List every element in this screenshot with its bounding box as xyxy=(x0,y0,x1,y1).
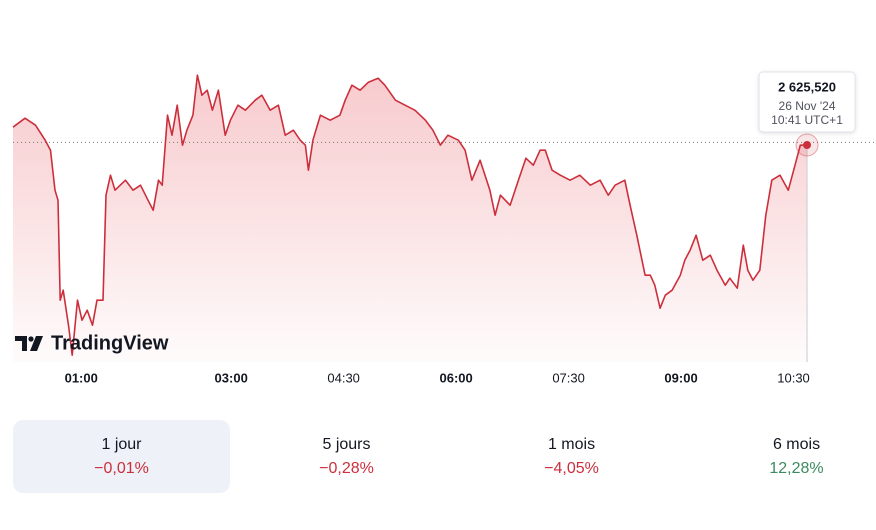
area xyxy=(13,75,808,362)
x-tick-label: 10:30 xyxy=(777,370,810,385)
x-tick-label: 03:00 xyxy=(215,370,248,385)
period-tab[interactable]: 5 jours −0,28% xyxy=(238,420,455,493)
last-point xyxy=(803,141,812,149)
price-line xyxy=(12,74,808,356)
period-change: 12,28% xyxy=(769,460,824,477)
x-tick-label: 06:00 xyxy=(439,370,472,385)
logo-text: TradingView xyxy=(51,332,169,354)
period-change: −0,28% xyxy=(319,460,374,477)
tooltip-value: 2 625,520 xyxy=(778,79,836,94)
x-tick-label: 07:30 xyxy=(552,370,585,385)
tooltip-box xyxy=(758,71,856,133)
period-label: 1 jour xyxy=(101,436,142,453)
tooltip-date: 26 Nov '24 xyxy=(779,99,836,113)
period-tab[interactable]: 6 mois 12,28% xyxy=(688,420,876,493)
period-label: 6 mois xyxy=(772,436,821,453)
x-tick-label: 09:00 xyxy=(664,370,697,385)
period-change: −0,01% xyxy=(94,460,149,477)
period-label: 5 jours xyxy=(322,436,371,453)
tooltip-time: 10:41 UTC+1 xyxy=(771,113,843,127)
period-tab[interactable]: 1 mois −4,05% xyxy=(463,420,680,493)
x-tick-label: 04:30 xyxy=(327,370,360,385)
x-tick-label: 01:00 xyxy=(65,370,98,385)
period-tab[interactable]: 1 jour −0,01% xyxy=(13,420,230,493)
period-label: 1 mois xyxy=(547,436,596,453)
period-change: −4,05% xyxy=(544,460,599,477)
logo: TradingView xyxy=(15,332,169,354)
